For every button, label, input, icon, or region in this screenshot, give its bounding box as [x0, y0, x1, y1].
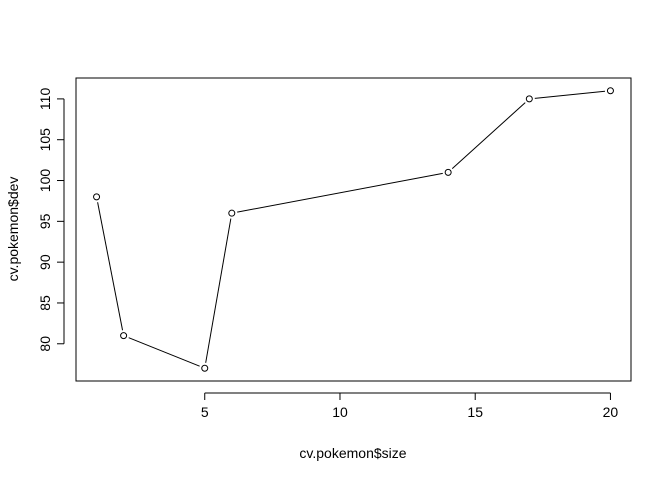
y-tick-label: 110 — [37, 88, 53, 111]
y-tick-label: 85 — [37, 295, 53, 311]
plot-frame — [75, 77, 632, 382]
data-point — [201, 364, 209, 372]
y-tick-label: 100 — [37, 169, 53, 193]
x-tick-label: 20 — [603, 404, 619, 420]
y-tick-label: 90 — [37, 254, 53, 270]
y-axis-label: cv.pokemon$dev — [5, 177, 21, 282]
series-line-segment — [128, 337, 200, 367]
x-axis: 5 10 15 20 — [201, 392, 619, 420]
series-line-segment — [205, 218, 232, 363]
y-tick-label: 80 — [37, 336, 53, 352]
y-tick-label: 105 — [37, 128, 53, 152]
data-point — [444, 168, 452, 176]
data-series — [93, 87, 614, 372]
series-line-segment — [451, 102, 526, 170]
x-axis-label: cv.pokemon$size — [299, 445, 406, 461]
series-line-segment — [237, 172, 443, 213]
data-point — [606, 87, 614, 95]
y-tick-label: 95 — [37, 213, 53, 229]
data-point — [228, 209, 236, 217]
series-line-segment — [534, 90, 606, 99]
x-tick-label: 5 — [201, 404, 209, 420]
y-axis: 80 85 90 95 100 105 110 — [37, 88, 65, 352]
data-point — [525, 95, 533, 103]
x-tick-label: 15 — [467, 404, 483, 420]
data-point — [120, 332, 128, 340]
x-tick-label: 10 — [332, 404, 348, 420]
series-line-segment — [97, 202, 124, 331]
data-point — [93, 193, 101, 201]
